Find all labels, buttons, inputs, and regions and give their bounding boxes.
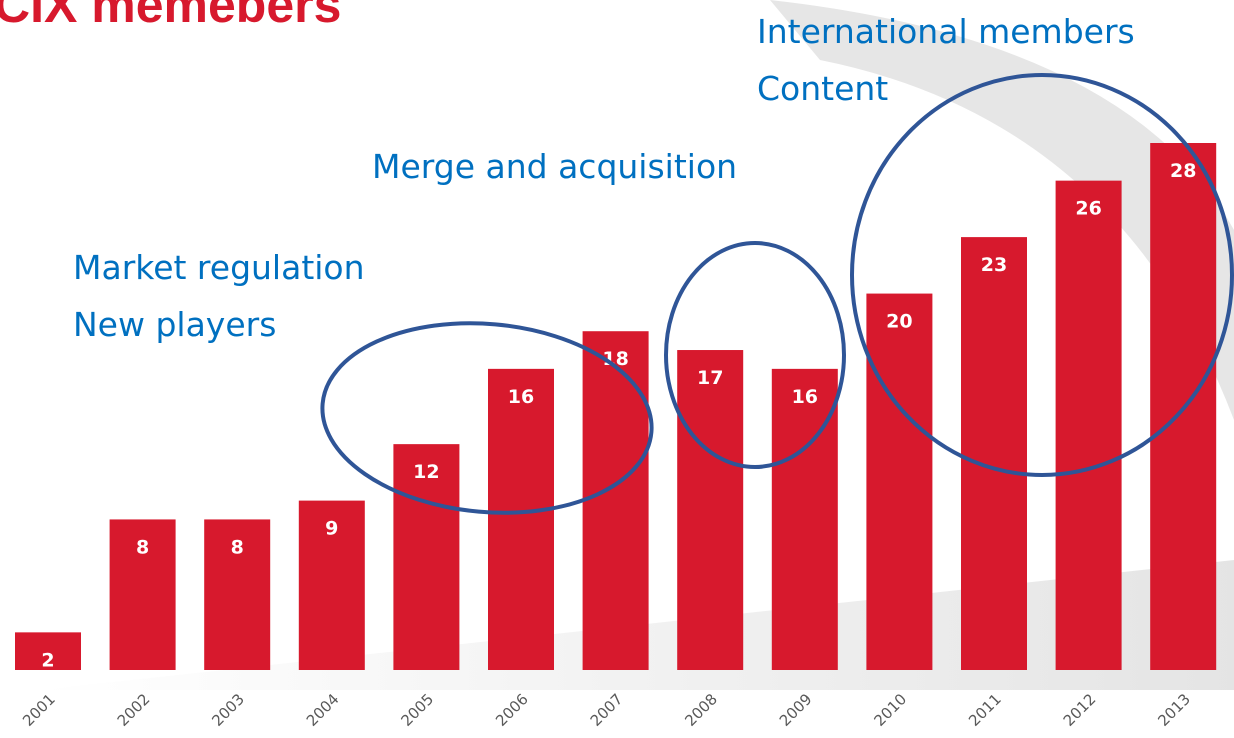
bar [488,368,554,670]
x-tick-label: 2011 [965,690,1005,730]
x-tick-label: 2001 [19,690,59,730]
x-tick-label: 2005 [397,690,437,730]
value-label: 2 [41,649,54,671]
value-label: 17 [697,367,723,389]
ellipse [850,73,1234,477]
x-tick-label: 2006 [492,690,532,730]
ellipse [664,241,846,469]
bar [1055,180,1122,670]
bar [393,444,460,670]
x-tick-label: 2009 [776,690,816,730]
value-label: 16 [508,386,534,408]
x-tick-label: 2012 [1060,690,1100,730]
annotation: Content [757,69,888,108]
x-tick-label: 2013 [1154,690,1194,730]
value-label: 8 [136,536,149,558]
bar [15,632,81,670]
value-label: 28 [1170,160,1196,182]
bar [298,500,365,670]
annotation: International members [757,12,1135,51]
bar [109,519,176,670]
annotation: Market regulation [73,248,365,287]
bar [866,293,933,670]
value-label: 16 [792,386,818,408]
bar [771,368,838,670]
x-tick-label: 2003 [208,690,248,730]
value-label: 20 [886,311,912,333]
ellipse [320,321,654,515]
x-tick-label: 2004 [303,690,343,730]
value-label: 18 [602,348,628,370]
value-label: 12 [413,461,439,483]
value-label: 26 [1075,198,1101,220]
annotation: Merge and acquisition [372,147,737,186]
value-label: 9 [325,518,338,540]
bar [961,237,1027,670]
x-tick-label: 2002 [114,690,154,730]
bar [204,519,271,670]
value-label: 8 [231,536,244,558]
highlight-ellipses [320,73,1234,515]
value-label: 23 [981,254,1007,276]
annotation: New players [73,305,276,344]
bar [582,331,649,670]
watermark [770,0,1234,420]
bar [677,350,744,670]
x-tick-label: 2008 [681,690,721,730]
x-tick-label: 2010 [870,690,910,730]
x-tick-label: 2007 [587,690,627,730]
chart-title: CIX memebers [0,0,341,33]
